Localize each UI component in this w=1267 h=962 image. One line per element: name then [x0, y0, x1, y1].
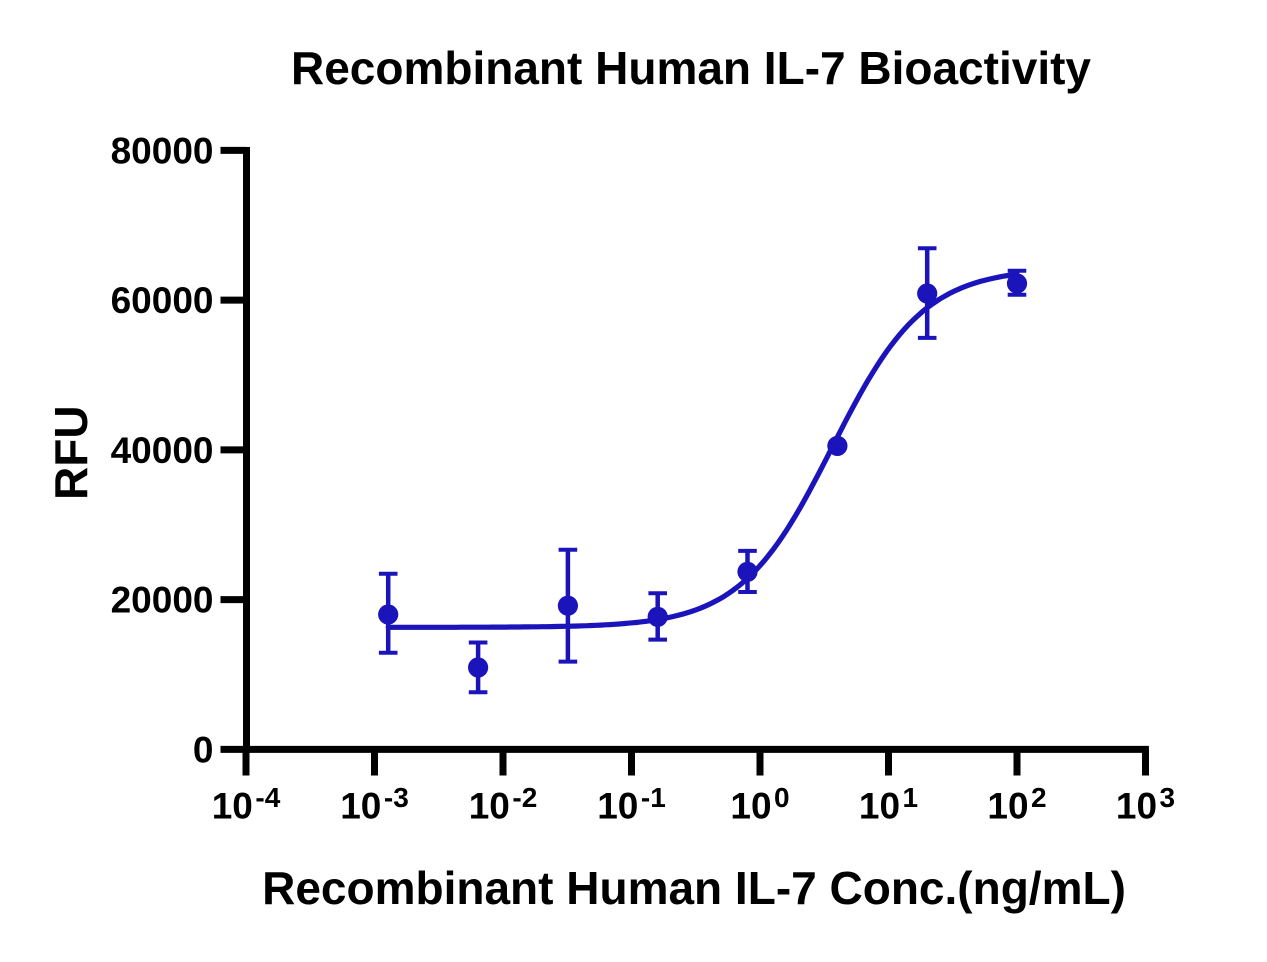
svg-text:0: 0 — [193, 729, 214, 770]
svg-text:40000: 40000 — [111, 430, 214, 471]
svg-text:RFU: RFU — [45, 405, 97, 500]
svg-text:Recombinant Human IL-7 Bioacti: Recombinant Human IL-7 Bioactivity — [291, 42, 1091, 94]
svg-text:80000: 80000 — [111, 130, 214, 171]
svg-text:103: 103 — [1116, 782, 1175, 827]
svg-text:10-4: 10-4 — [212, 782, 281, 827]
svg-text:20000: 20000 — [111, 580, 214, 621]
svg-text:60000: 60000 — [111, 280, 214, 321]
svg-text:Recombinant Human IL-7 Conc.(n: Recombinant Human IL-7 Conc.(ng/mL) — [262, 862, 1126, 914]
